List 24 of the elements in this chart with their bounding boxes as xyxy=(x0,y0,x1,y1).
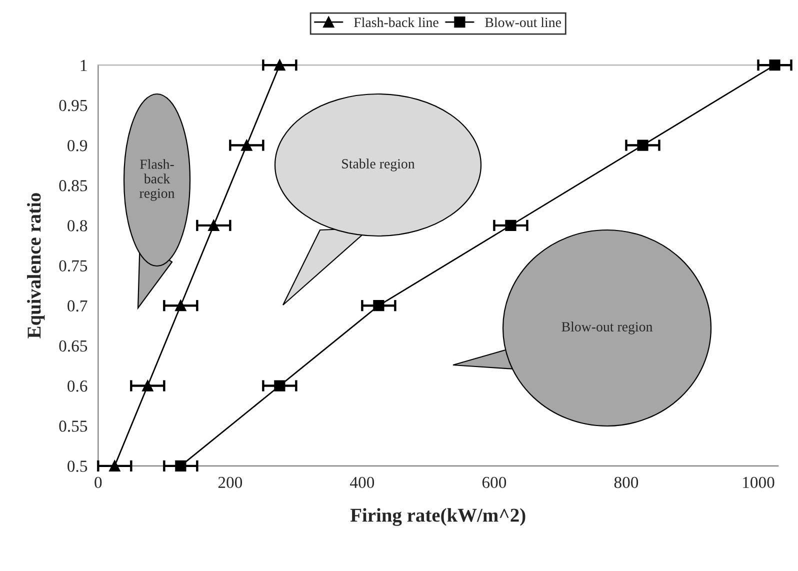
y-tick-label: 0.5 xyxy=(68,460,88,472)
legend-label: Blow-out line xyxy=(485,17,561,28)
x-tick-label: 800 xyxy=(614,476,638,488)
y-tick-label: 0.85 xyxy=(59,180,88,192)
y-tick-label: 0.9 xyxy=(68,140,88,152)
annotation: Flash- back region xyxy=(140,159,175,201)
legend-label: Flash-back line xyxy=(354,17,438,28)
x-tick-label: 0 xyxy=(94,476,102,488)
annotation: Stable region xyxy=(342,158,415,172)
x-axis-title: Firing rate(kW/m^2) xyxy=(350,508,526,526)
y-tick-label: 0.6 xyxy=(68,380,88,392)
y-tick-label: 0.95 xyxy=(59,100,88,112)
x-tick-label: 200 xyxy=(218,476,242,488)
y-tick-label: 0.8 xyxy=(68,220,88,232)
y-tick-label: 0.7 xyxy=(68,300,88,312)
annotation: Blow-out region xyxy=(562,322,652,334)
x-tick-label: 600 xyxy=(482,476,506,488)
x-tick-label: 400 xyxy=(350,476,374,488)
x-tick-label: 1000 xyxy=(743,476,774,488)
y-tick-label: 0.65 xyxy=(59,340,88,352)
y-tick-label: 0.55 xyxy=(59,420,88,432)
y-tick-label: 1 xyxy=(80,60,87,71)
y-axis-title: Equivalence ratio xyxy=(27,193,45,338)
y-tick-label: 0.75 xyxy=(59,260,88,272)
